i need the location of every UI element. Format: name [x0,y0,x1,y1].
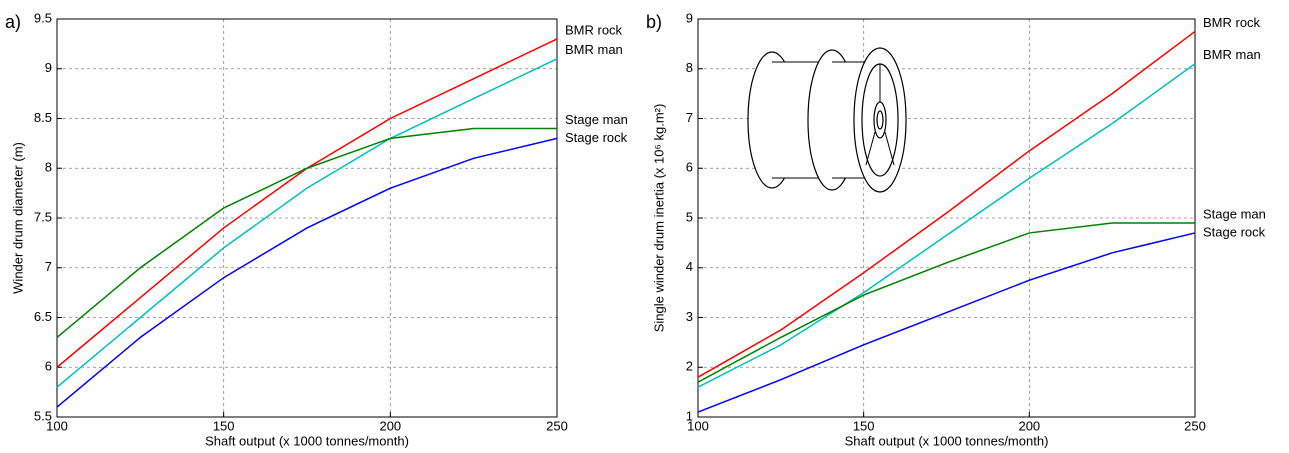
y-tick-label: 5 [686,209,693,224]
series-label: BMR rock [1203,15,1261,30]
drum-illustration [747,47,907,193]
series-line [56,58,558,388]
panel-label: b) [646,12,662,32]
x-tick-label: 150 [853,418,875,433]
series-line [697,63,1196,388]
series-label: Stage rock [1203,224,1266,239]
series-line [56,127,557,338]
x-tick-label: 100 [687,418,709,433]
y-tick-label: 8 [45,160,52,175]
series-label: Stage rock [565,130,628,145]
y-axis-label: Single winder drum inertia (x 10⁶ kg.m²) [651,104,666,333]
series-line [697,222,1195,383]
y-tick-label: 7.5 [34,209,52,224]
x-axis-label: Shaft output (x 1000 tonnes/month) [205,433,409,448]
series-line [56,137,558,408]
plot-frame [697,18,1196,418]
y-tick-label: 7 [45,259,52,274]
y-axis-label: Winder drum diameter (m) [10,142,25,294]
series-line [697,30,1196,378]
series-label: Stage man [565,112,628,127]
y-tick-label: 6 [686,160,693,175]
y-tick-label: 7 [686,110,693,125]
plot-frame [56,18,558,418]
series-label: BMR man [1203,47,1261,62]
y-tick-label: 3 [686,309,693,324]
y-tick-label: 5.5 [34,408,52,423]
x-tick-label: 250 [1184,418,1206,433]
y-tick-label: 9 [45,60,52,75]
y-tick-label: 6 [45,359,52,374]
y-tick-label: 6.5 [34,309,52,324]
series-line [697,232,1196,413]
series-label: BMR rock [565,22,623,37]
panel-label: a) [5,12,21,32]
series-label: BMR man [565,42,623,57]
series-label: Stage man [1203,206,1266,221]
y-tick-label: 9.5 [34,10,52,25]
y-tick-label: 8.5 [34,110,52,125]
series-line [56,38,558,368]
x-tick-label: 250 [546,418,568,433]
y-tick-label: 4 [686,259,693,274]
x-tick-label: 100 [46,418,68,433]
y-tick-label: 1 [686,408,693,423]
x-tick-label: 200 [1018,418,1040,433]
x-tick-label: 200 [379,418,401,433]
x-axis-label: Shaft output (x 1000 tonnes/month) [845,433,1049,448]
y-tick-label: 8 [686,60,693,75]
y-tick-label: 9 [686,10,693,25]
y-tick-label: 2 [686,359,693,374]
x-tick-label: 150 [213,418,235,433]
